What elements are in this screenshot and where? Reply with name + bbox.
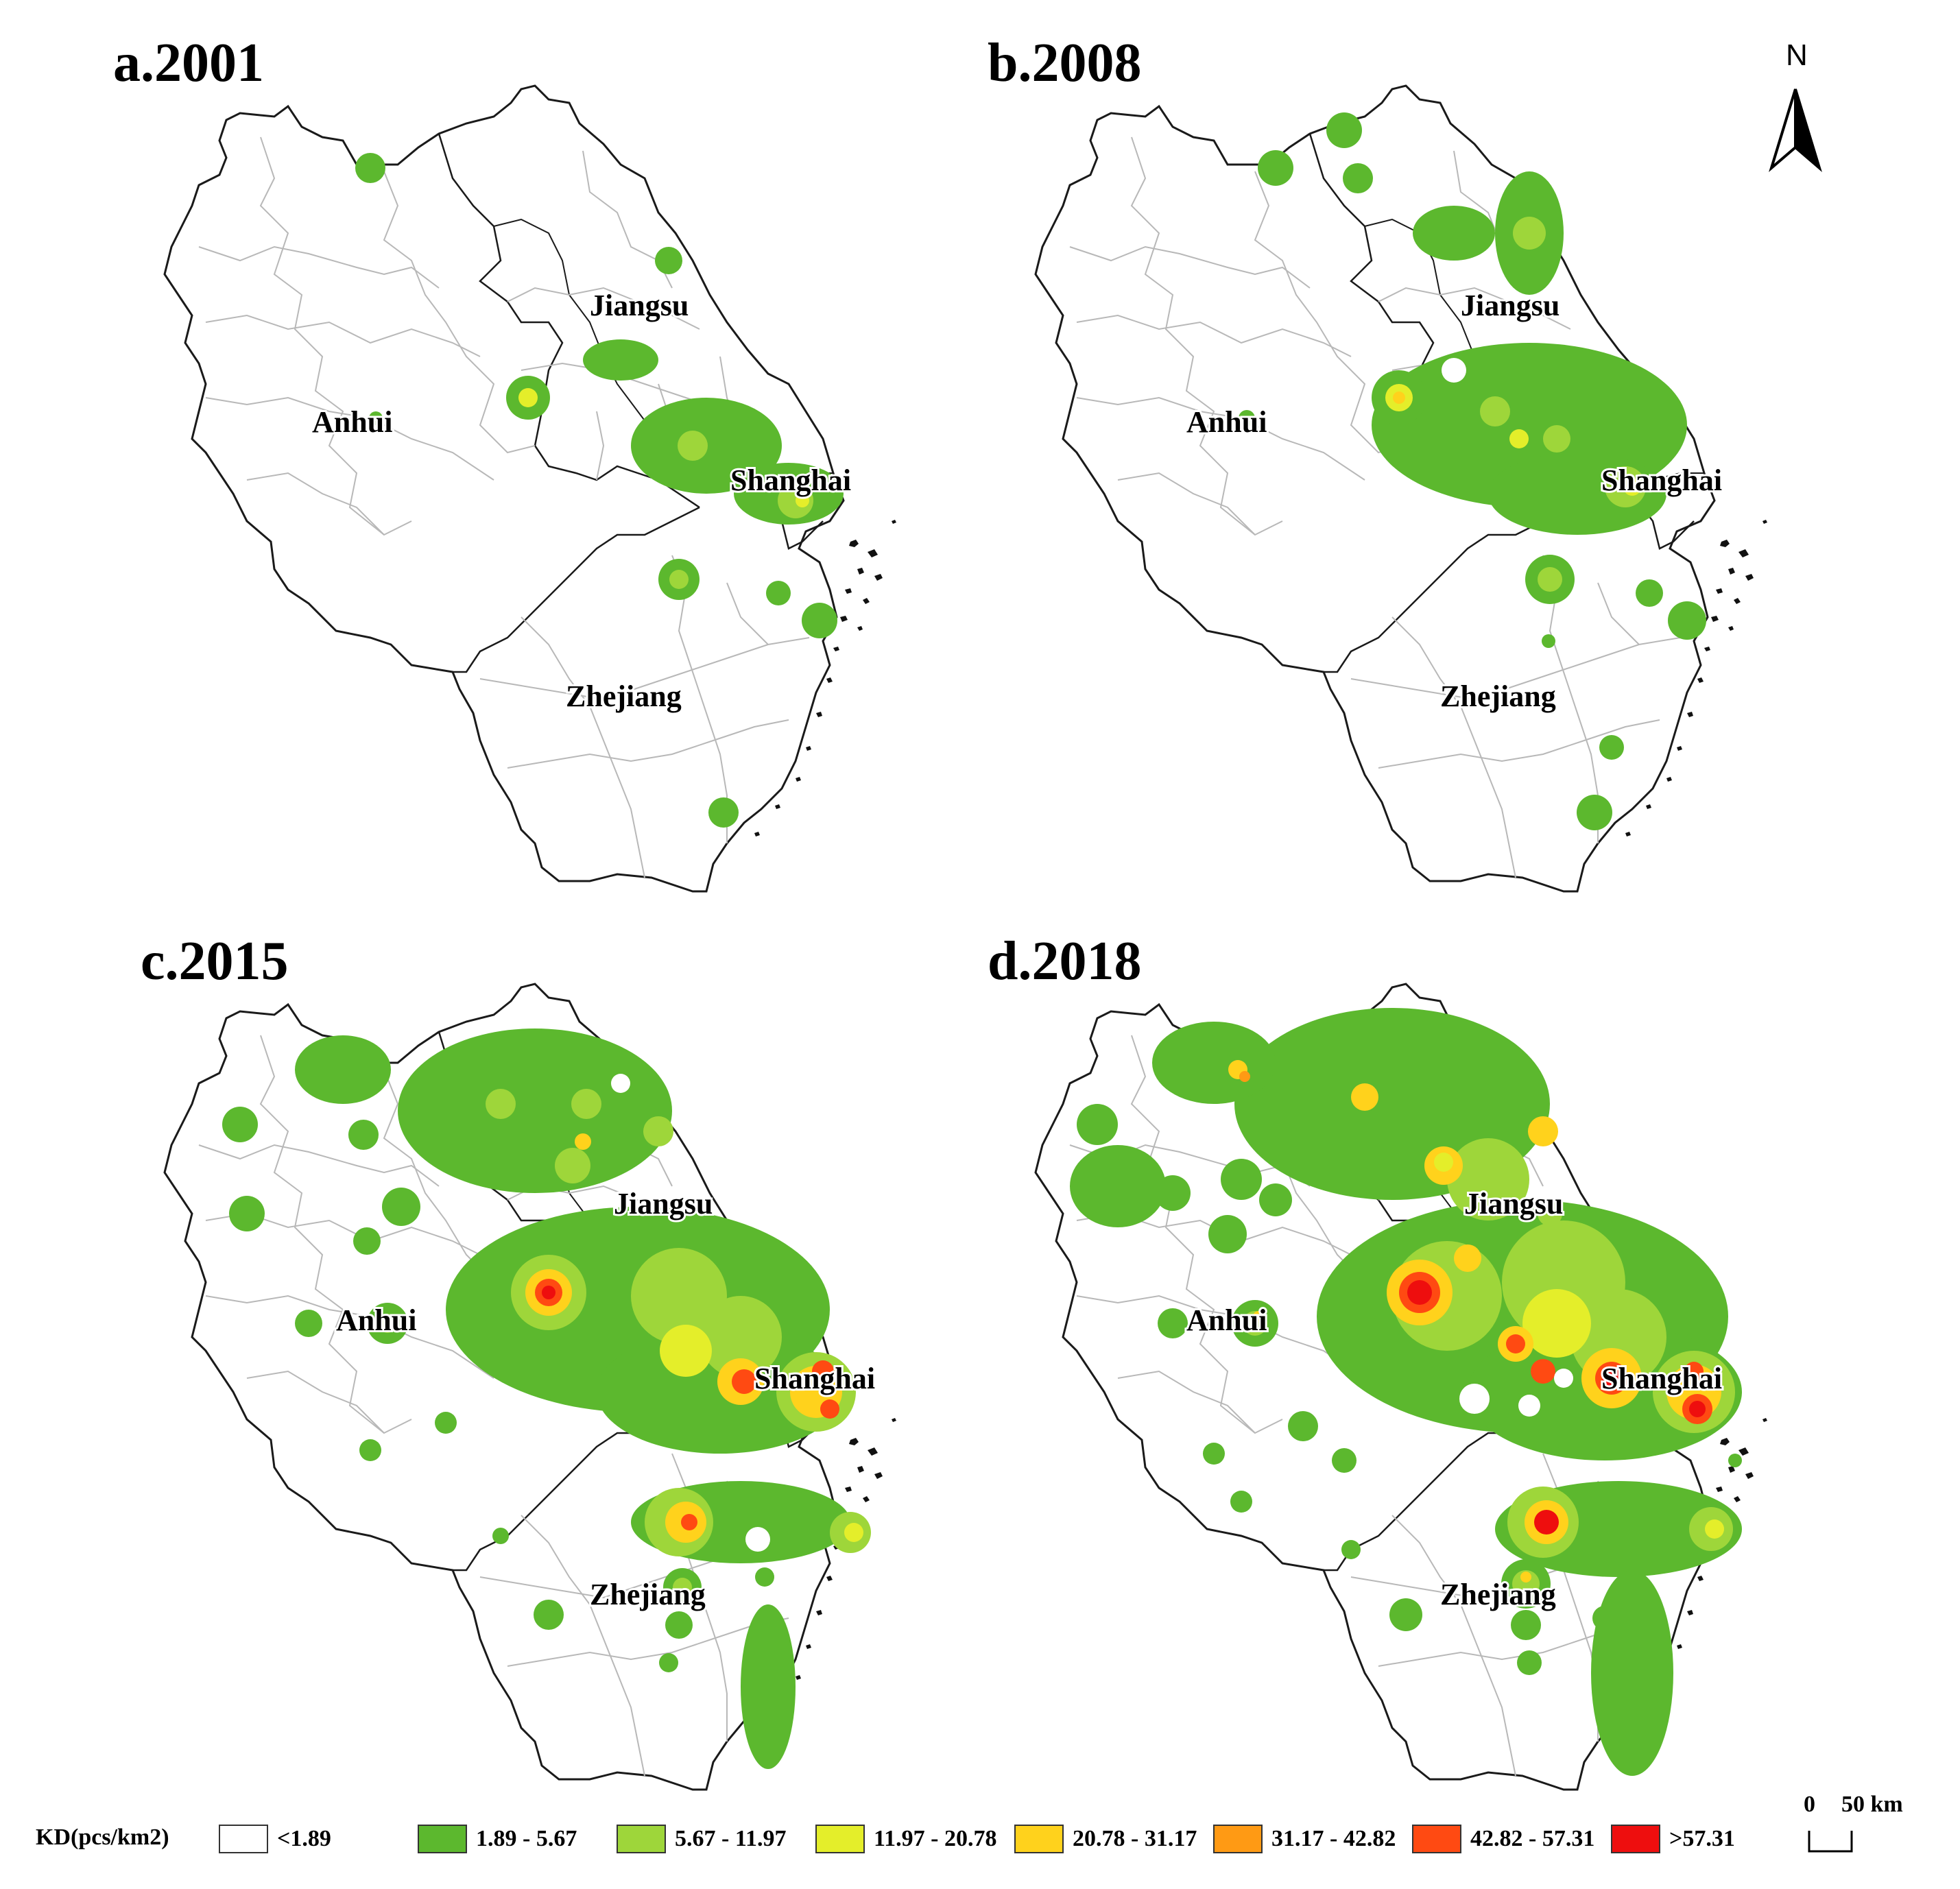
province-label-anhui-a: Anhui (312, 405, 392, 439)
scale-zero-label: 0 (1804, 1792, 1815, 1817)
legend-label-1: 1.89 - 5.67 (476, 1826, 577, 1851)
legend-swatch-0 (219, 1825, 268, 1853)
province-label-zhejiang-d: Zhejiang (1440, 1578, 1556, 1611)
province-label-zhejiang-b: Zhejiang (1440, 679, 1556, 713)
province-label-anhui-c: Anhui (336, 1303, 416, 1337)
map-panel-c: c.2015 Jiangsu Anhui Shanghai Zhejiang (141, 931, 898, 1791)
province-label-jiangsu-d: Jiangsu (1464, 1187, 1563, 1220)
province-label-zhejiang-a: Zhejiang (566, 679, 682, 713)
scale-km-label: 50 km (1841, 1792, 1903, 1817)
legend-label-6: 42.82 - 57.31 (1470, 1826, 1594, 1851)
scale-bar-line (1808, 1831, 1853, 1853)
legend-items: <1.89 1.89 - 5.67 5.67 - 11.97 11.97 - 20.7… (219, 1825, 1735, 1853)
province-label-shanghai-a: Shanghai (730, 464, 851, 497)
map-panel-a: a.2001 Jiangsu Anhui Shanghai Zhejiang (113, 33, 898, 893)
legend-label-7: >57.31 (1669, 1826, 1735, 1851)
density-surface-b (1239, 112, 1706, 830)
legend-label-0: <1.89 (277, 1826, 331, 1851)
panel-title-b: b.2008 (988, 33, 1142, 93)
legend-title: KD(pcs/km2) (36, 1825, 169, 1850)
legend: KD(pcs/km2) <1.89 1.89 - 5.67 5.67 - 11.97… (36, 1825, 1735, 1853)
legend-swatch-6 (1412, 1825, 1461, 1853)
province-label-anhui-b: Anhui (1186, 405, 1267, 439)
legend-label-5: 31.17 - 42.82 (1271, 1826, 1396, 1851)
density-surface-a (355, 153, 844, 828)
panel-title-a: a.2001 (113, 33, 264, 93)
legend-swatch-1 (418, 1825, 467, 1853)
north-arrow-icon: N (1769, 38, 1822, 172)
legend-swatch-2 (617, 1825, 666, 1853)
panel-title-c: c.2015 (141, 931, 289, 991)
map-panel-d: d.2018 Jiangsu Anhui Shanghai Zhejiang (988, 931, 1769, 1791)
map-panel-b: b.2008 Jiangsu Anhui Shanghai Zhejiang (988, 33, 1769, 893)
legend-label-3: 11.97 - 20.78 (874, 1826, 996, 1851)
panel-title-d: d.2018 (988, 931, 1142, 991)
legend-label-2: 5.67 - 11.97 (675, 1826, 786, 1851)
legend-label-4: 20.78 - 31.17 (1073, 1826, 1197, 1851)
legend-swatch-3 (815, 1825, 865, 1853)
province-label-shanghai-b: Shanghai (1601, 464, 1722, 497)
province-label-shanghai-d: Shanghai (1601, 1362, 1722, 1395)
province-label-shanghai-c: Shanghai (754, 1362, 875, 1395)
legend-swatch-4 (1014, 1825, 1064, 1853)
province-label-jiangsu-a: Jiangsu (590, 289, 689, 322)
legend-swatch-7 (1611, 1825, 1660, 1853)
province-label-jiangsu-c: Jiangsu (614, 1187, 713, 1220)
province-label-jiangsu-b: Jiangsu (1461, 289, 1559, 322)
province-label-zhejiang-c: Zhejiang (590, 1578, 706, 1611)
north-arrow-label: N (1786, 38, 1808, 72)
legend-swatch-5 (1213, 1825, 1263, 1853)
scale-bar: 0 50 km (1804, 1792, 1903, 1853)
density-surface-c (222, 1028, 871, 1769)
province-label-anhui-d: Anhui (1186, 1303, 1267, 1337)
density-surface-d (1070, 1008, 1742, 1776)
